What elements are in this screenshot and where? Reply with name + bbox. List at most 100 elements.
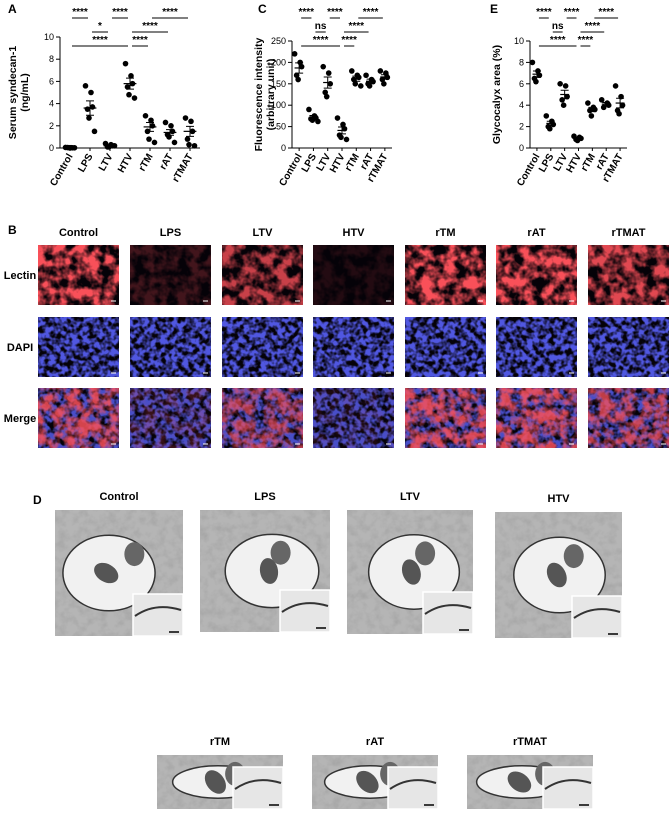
data-point (86, 115, 92, 121)
em-image (200, 510, 330, 632)
x-tick-label: HTV (116, 152, 136, 175)
micrograph (496, 245, 577, 305)
significance-label: **** (536, 7, 552, 18)
panel-label: A (8, 2, 17, 16)
dapi-signal (588, 317, 669, 377)
inset (280, 590, 330, 632)
micrograph (313, 245, 394, 305)
em-content (157, 755, 283, 809)
y-tick-label: 8 (519, 57, 524, 67)
column-label: HTV (343, 227, 366, 239)
lectin-signal (588, 388, 669, 448)
significance-label: **** (598, 7, 614, 18)
data-point (320, 64, 326, 70)
x-tick-label: rAT (158, 152, 176, 172)
lectin-signal (496, 245, 577, 305)
lectin-signal (130, 388, 211, 448)
lectin-signal (313, 245, 394, 305)
em-content (347, 510, 473, 634)
micrograph (313, 317, 394, 377)
y-tick-label: 4 (519, 100, 524, 110)
micrograph (222, 317, 303, 377)
panel-label: C (258, 2, 267, 16)
micrograph (405, 245, 486, 305)
x-tick-label: rTM (343, 152, 362, 173)
inset (133, 594, 183, 636)
lectin-signal (222, 388, 303, 448)
data-point (126, 92, 132, 98)
em-content (200, 510, 330, 632)
data-point (310, 117, 316, 123)
micrograph (313, 388, 394, 448)
data-point (358, 83, 364, 89)
micrograph (588, 317, 669, 377)
data-point (530, 60, 536, 66)
data-point (349, 68, 355, 74)
column-label: rTM (435, 227, 455, 239)
x-tick-label: LTV (97, 152, 116, 173)
significance-label: **** (298, 7, 314, 18)
data-point (338, 135, 344, 141)
lectin-signal (222, 245, 303, 305)
micrograph (222, 245, 303, 305)
data-point (543, 113, 549, 119)
micrograph (38, 388, 119, 448)
data-point (587, 108, 593, 114)
micrograph (130, 245, 211, 305)
micrograph (405, 388, 486, 448)
red-blood-cell (124, 542, 144, 566)
data-point (324, 94, 330, 100)
em-image (495, 512, 622, 638)
data-point (83, 83, 89, 89)
data-point (192, 143, 198, 149)
image-label: rTM (210, 736, 230, 748)
red-blood-cell (271, 541, 291, 565)
data-point (90, 104, 96, 110)
data-point (613, 83, 619, 89)
data-point (589, 113, 595, 119)
micrograph (130, 388, 211, 448)
em-content (495, 512, 622, 638)
data-point (585, 100, 591, 106)
column-label: rAT (527, 227, 545, 239)
y-tick-label: 10 (514, 36, 524, 46)
micrograph (588, 388, 669, 448)
x-tick-label: LPS (300, 152, 319, 175)
lectin-signal (405, 388, 486, 448)
y-tick-label: 2 (519, 122, 524, 132)
data-point (186, 142, 192, 148)
data-point (367, 83, 373, 89)
column-label: Control (59, 227, 98, 239)
row-label: DAPI (7, 342, 33, 354)
significance-label: **** (112, 7, 128, 18)
data-point (292, 51, 298, 57)
data-point (533, 79, 539, 85)
data-point (547, 126, 553, 132)
image-label: rTMAT (513, 736, 547, 748)
image-label: LPS (254, 491, 275, 503)
dapi-signal (405, 317, 486, 377)
data-point (599, 97, 605, 103)
em-content (467, 755, 593, 809)
em-image (312, 755, 438, 809)
significance-label: **** (348, 21, 364, 32)
column-label: LTV (253, 227, 274, 239)
x-tick-label: rTM (137, 152, 156, 173)
data-point (132, 95, 138, 101)
y-axis-label: (arbitrary unit) (265, 59, 277, 131)
data-point (557, 81, 563, 87)
micrograph (496, 388, 577, 448)
data-point (381, 81, 387, 87)
em-content (55, 510, 183, 636)
data-point (326, 70, 332, 76)
lectin-signal (496, 388, 577, 448)
red-blood-cell (415, 541, 435, 565)
image-label: LTV (400, 491, 421, 503)
significance-label: ns (552, 21, 564, 32)
em-content (312, 755, 438, 809)
data-point (363, 72, 369, 78)
column-label: rTMAT (611, 227, 645, 239)
y-axis-label: Glycocalyx area (%) (491, 45, 503, 144)
